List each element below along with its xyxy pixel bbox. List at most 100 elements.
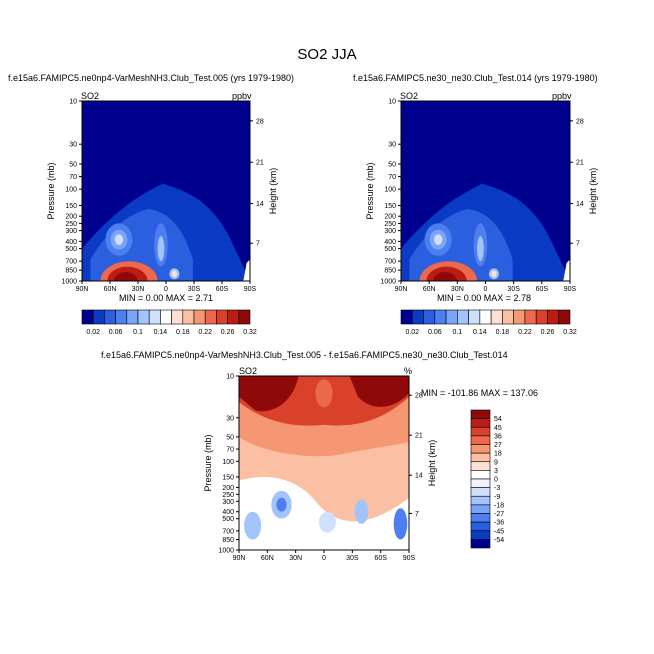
colorbar-swatch <box>423 309 436 325</box>
x-tick-label: 90S <box>564 286 577 293</box>
panel-3-field <box>239 376 409 550</box>
colorbar-swatch <box>445 309 458 325</box>
panel-2-field <box>401 101 570 281</box>
x-tick-label: 90S <box>244 286 257 293</box>
y-tick-label: 100 <box>65 187 77 194</box>
y-tick-label: 250 <box>384 221 396 228</box>
x-tick-label: 60S <box>216 286 229 293</box>
colorbar-label: 0.18 <box>496 329 510 336</box>
y-axis-title: Pressure (mb) <box>203 434 213 491</box>
y-tick-label: 200 <box>222 485 234 492</box>
colorbar-swatch <box>470 513 491 523</box>
field-contour <box>244 511 262 540</box>
y-tick-label: 100 <box>222 459 234 466</box>
y-tick-label: 30 <box>388 142 396 149</box>
colorbar-swatch <box>468 309 481 325</box>
y-tick-label: 50 <box>69 162 77 169</box>
colorbar-label: -3 <box>494 485 500 492</box>
colorbar-swatch <box>216 309 228 325</box>
y-tick-label: 1000 <box>380 279 396 286</box>
colorbar-swatch <box>490 309 503 325</box>
colorbar-swatch <box>470 539 491 549</box>
y-right-tick-label: 21 <box>256 160 264 167</box>
colorbar-label: 3 <box>494 468 498 475</box>
colorbar-label: 0.14 <box>473 329 487 336</box>
colorbar-swatch <box>411 309 424 325</box>
field-contour <box>315 379 333 408</box>
y-tick-label: 250 <box>65 221 77 228</box>
colorbar-label: 45 <box>494 425 502 432</box>
x-tick-label: 30S <box>507 286 520 293</box>
y-tick-label: 10 <box>69 99 77 106</box>
y-tick-label: 100 <box>384 187 396 194</box>
panel-1-colorbar: 0.02 0.06 0.1 0.14 0.18 0.22 0.26 0.32 <box>81 309 257 336</box>
colorbar-label: -54 <box>494 537 504 544</box>
page-title: SO2 JJA <box>297 46 357 63</box>
y-tick-label: 1000 <box>218 548 234 555</box>
field-contour <box>477 236 484 262</box>
panel-1-field <box>82 101 250 281</box>
x-tick-label: 0 <box>164 286 168 293</box>
colorbar-label: 0.22 <box>198 329 212 336</box>
colorbar-swatch <box>126 309 139 325</box>
colorbar-swatch <box>171 309 184 325</box>
colorbar-label: 0 <box>494 477 498 484</box>
y-tick-label: 500 <box>222 516 234 523</box>
y-right-tick-label: 7 <box>256 241 260 248</box>
panel-2-plot: 90N 60N 30N 0 30S 60S 90S 10 30 50 70 100 150 2002503… <box>365 99 598 294</box>
y-tick-label: 70 <box>69 174 77 181</box>
y-tick-label: 150 <box>65 203 77 210</box>
panel-3-title: f.e15a6.FAMIPC5.ne0np4-VarMeshNH3.Club_T… <box>101 350 508 360</box>
colorbar-label: 0.26 <box>221 329 235 336</box>
colorbar-swatch <box>470 495 491 506</box>
colorbar-label: -9 <box>494 494 500 501</box>
x-tick-label: 0 <box>484 286 488 293</box>
y-right-axis-title: Height (km) <box>427 440 437 487</box>
panel-2-units: ppbv <box>552 91 572 101</box>
panel-2-stats: MIN = 0.00 MAX = 2.78 <box>437 293 532 303</box>
colorbar-swatch <box>457 309 469 325</box>
colorbar-swatch <box>524 309 537 325</box>
y-tick-label: 850 <box>384 268 396 275</box>
y-tick-label: 10 <box>388 99 396 106</box>
colorbar-swatch <box>502 309 514 325</box>
colorbar-swatch <box>470 435 491 445</box>
colorbar-swatch <box>470 426 491 437</box>
colorbar-swatch <box>81 309 94 325</box>
colorbar-swatch <box>470 409 491 419</box>
colorbar-label: -18 <box>494 502 504 509</box>
y-right-tick-label: 28 <box>576 118 584 125</box>
colorbar-label: 0.06 <box>109 329 123 336</box>
y-right-tick-label: 7 <box>576 241 580 248</box>
y-right-tick-label: 28 <box>415 393 423 400</box>
colorbar-swatch <box>92 309 105 325</box>
panel-1-units: ppbv <box>232 91 252 101</box>
panel-2-variable: SO2 <box>400 91 419 101</box>
x-tick-label: 30N <box>451 286 464 293</box>
x-tick-label: 60S <box>374 555 387 562</box>
y-right-axis-title: Height (km) <box>588 168 598 215</box>
colorbar-label: 0.06 <box>428 329 442 336</box>
colorbar-label: -36 <box>494 520 504 527</box>
colorbar-swatch <box>104 309 116 325</box>
panel-2-colorbar: 0.02 0.06 0.1 0.14 0.18 0.22 0.26 0.32 <box>400 309 577 336</box>
colorbar-label: 0.22 <box>518 329 532 336</box>
field-contour <box>433 272 457 281</box>
colorbar-swatch <box>470 530 491 540</box>
panel-1-plot: 90N 60N 30N 0 30S 60S 90S 10 30 50 70 100 150 2002503… <box>46 99 278 294</box>
colorbar-swatch <box>470 418 491 428</box>
x-tick-label: 60N <box>104 286 117 293</box>
colorbar-label: 0.18 <box>176 329 190 336</box>
y-tick-label: 50 <box>226 434 234 441</box>
panel-3-stats: MIN = -101.86 MAX = 137.06 <box>421 388 539 398</box>
y-tick-label: 300 <box>65 228 77 235</box>
x-tick-label: 90S <box>403 555 416 562</box>
colorbar-label: 0.32 <box>563 329 577 336</box>
colorbar-label: 0.1 <box>452 329 462 336</box>
field-contour <box>491 270 497 278</box>
colorbar-swatch <box>470 521 491 532</box>
y-tick-label: 700 <box>65 259 77 266</box>
panel-3-variable: SO2 <box>239 366 258 376</box>
field-contour <box>114 234 124 246</box>
